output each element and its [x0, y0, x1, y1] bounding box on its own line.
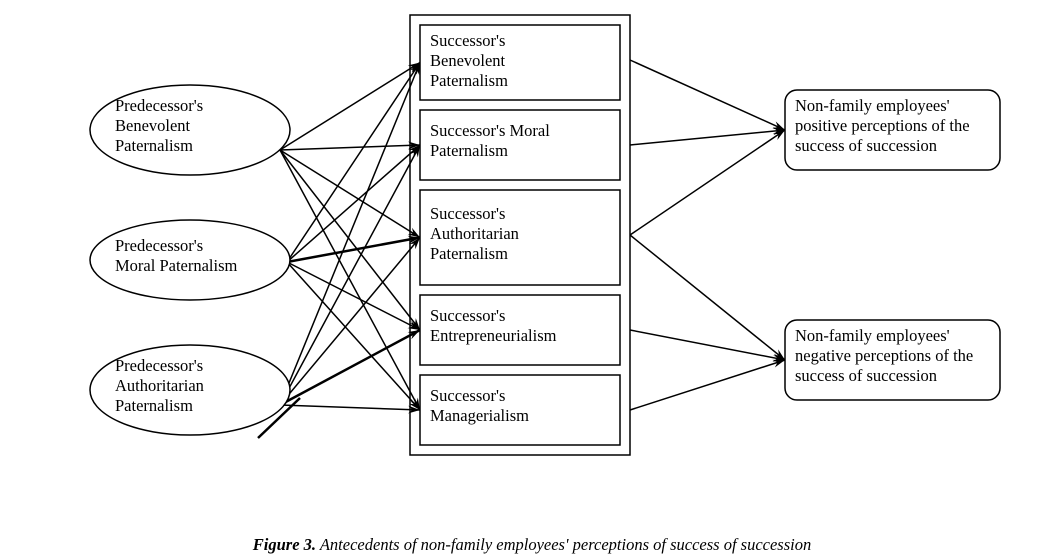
figure-caption: Figure 3. Antecedents of non-family empl…	[0, 535, 1064, 555]
node-label-p_aut: Predecessor'sAuthoritarianPaternalism	[115, 356, 204, 415]
caption-prefix: Figure 3.	[253, 535, 316, 554]
node-label-p_ben: Predecessor'sBenevolentPaternalism	[115, 96, 203, 155]
caption-text: Antecedents of non-family employees' per…	[316, 535, 811, 554]
node-label-s_ben: Successor'sBenevolentPaternalism	[430, 31, 508, 90]
diagram: Predecessor'sBenevolentPaternalism Predec…	[0, 0, 1064, 535]
